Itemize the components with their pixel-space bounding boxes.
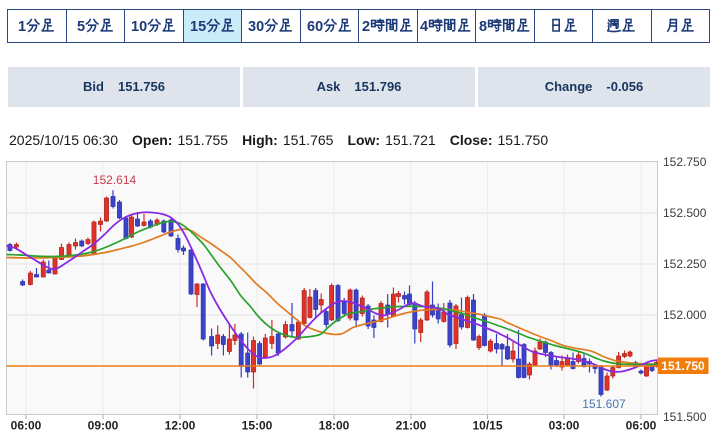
- svg-text:21:00: 21:00: [396, 419, 427, 433]
- svg-text:1: 1: [18, 19, 26, 34]
- svg-text:15: 15: [190, 19, 206, 34]
- svg-text:15:00: 15:00: [242, 419, 273, 433]
- svg-text:06:00: 06:00: [11, 419, 42, 433]
- svg-text:151.750: 151.750: [661, 359, 705, 373]
- svg-text:151.607: 151.607: [582, 397, 626, 411]
- svg-text:5: 5: [77, 19, 85, 34]
- svg-text:152.250: 152.250: [663, 257, 707, 271]
- svg-text:09:00: 09:00: [88, 419, 119, 433]
- svg-text:03:00: 03:00: [549, 419, 580, 433]
- svg-text:10/15: 10/15: [472, 419, 502, 433]
- svg-text:151.500: 151.500: [663, 410, 707, 424]
- svg-text:60: 60: [307, 19, 323, 34]
- svg-text:152.614: 152.614: [93, 173, 137, 187]
- svg-text:30: 30: [248, 19, 264, 34]
- svg-text:152.000: 152.000: [663, 308, 707, 322]
- svg-text:10: 10: [131, 19, 147, 34]
- svg-text:8: 8: [479, 19, 487, 34]
- svg-text:2: 2: [362, 19, 370, 34]
- svg-text:152.500: 152.500: [663, 206, 707, 220]
- svg-text:152.750: 152.750: [663, 155, 707, 169]
- svg-text:18:00: 18:00: [319, 419, 350, 433]
- svg-text:12:00: 12:00: [165, 419, 196, 433]
- svg-text:4: 4: [420, 19, 428, 34]
- svg-text:06:00: 06:00: [626, 419, 657, 433]
